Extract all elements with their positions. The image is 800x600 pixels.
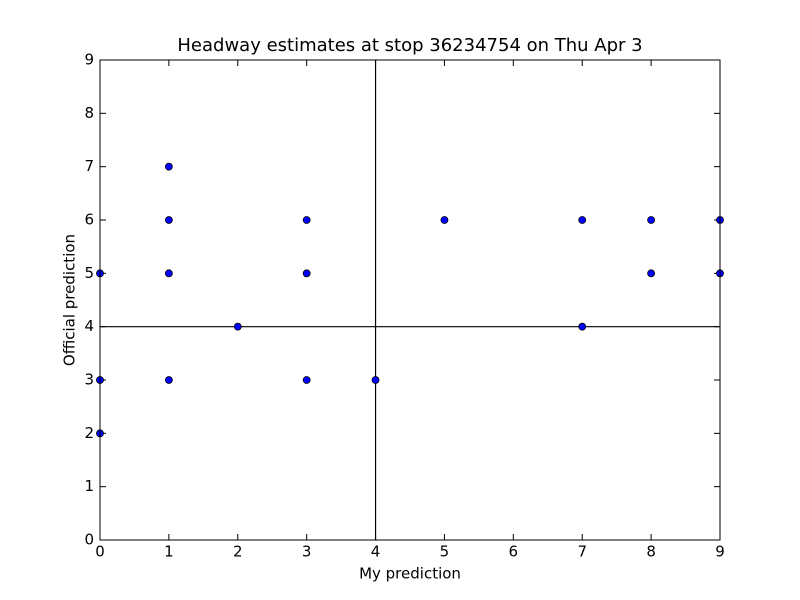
point (440, 216, 449, 224)
point (164, 216, 173, 224)
y-tick-label: 0 (84, 531, 94, 549)
point (302, 376, 311, 384)
x-tick-label: 7 (577, 543, 587, 561)
point (302, 216, 311, 224)
x-tick-label: 2 (233, 543, 243, 561)
point (647, 216, 656, 224)
y-tick-label: 8 (84, 104, 94, 122)
y-tick-label: 7 (84, 157, 94, 175)
y-tick-label: 6 (84, 211, 94, 229)
y-tick-label: 1 (84, 477, 94, 495)
x-tick-label: 6 (509, 543, 519, 561)
x-tick-label: 8 (646, 543, 656, 561)
y-tick-label: 3 (84, 371, 94, 389)
x-tick-label: 9 (715, 543, 725, 561)
plot-frame (99, 59, 721, 541)
point (233, 322, 242, 331)
x-tick-label: 3 (302, 543, 312, 561)
point (164, 376, 173, 384)
x-axis-label: My prediction (359, 565, 461, 583)
y-tick-label: 5 (84, 264, 94, 282)
y-axis-label: Official prediction (61, 234, 79, 366)
chart-title: Headway estimates at stop 36234754 on Th… (177, 35, 642, 56)
x-tick-label: 5 (440, 543, 450, 561)
point (578, 322, 587, 331)
y-tick-label: 4 (84, 317, 94, 335)
point (164, 269, 173, 278)
x-tick-label: 1 (164, 543, 174, 561)
point (578, 216, 587, 224)
x-tick-label: 0 (95, 543, 105, 561)
x-tick-label: 4 (371, 543, 381, 561)
point (371, 376, 380, 384)
point (647, 269, 656, 278)
point (164, 162, 173, 171)
point (302, 269, 311, 278)
y-tick-label: 9 (84, 51, 94, 69)
y-tick-label: 2 (84, 424, 94, 442)
